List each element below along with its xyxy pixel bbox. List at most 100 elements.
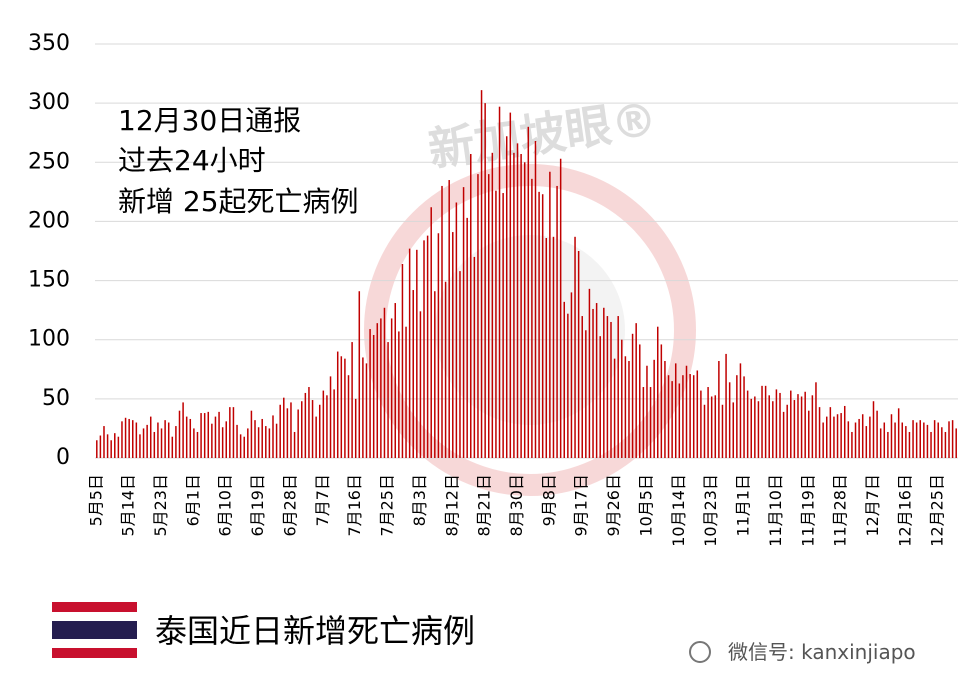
bar xyxy=(585,330,587,458)
bar xyxy=(879,428,882,458)
watermark: 新加坡眼® xyxy=(425,91,660,176)
bar xyxy=(772,401,774,458)
bar xyxy=(214,416,217,458)
bar xyxy=(495,190,497,458)
bar xyxy=(919,420,921,458)
thai-flag xyxy=(52,602,137,658)
bar xyxy=(559,158,562,459)
bar xyxy=(218,411,220,458)
bar xyxy=(552,236,555,458)
bar xyxy=(207,411,210,458)
bar xyxy=(890,414,893,458)
bar xyxy=(642,387,645,458)
bar xyxy=(380,318,382,458)
bar xyxy=(815,382,817,458)
bar xyxy=(617,316,619,458)
bar xyxy=(671,381,673,458)
bar xyxy=(793,400,796,458)
bar xyxy=(124,417,127,458)
bar xyxy=(804,391,806,458)
bar xyxy=(239,434,242,458)
bar xyxy=(674,363,677,458)
y-tick-label: 200 xyxy=(28,208,70,233)
bar xyxy=(851,431,853,458)
x-tick-label: 6月10日 xyxy=(216,474,235,537)
bar xyxy=(232,407,235,458)
bar xyxy=(682,375,684,458)
bar xyxy=(703,404,706,458)
bar xyxy=(538,191,540,458)
y-tick-label: 350 xyxy=(28,31,70,56)
bar xyxy=(290,402,292,458)
bar xyxy=(448,180,450,458)
y-tick-label: 50 xyxy=(42,386,70,411)
bar xyxy=(110,440,112,458)
bar xyxy=(955,428,957,458)
bar xyxy=(534,140,537,458)
watermark-disc xyxy=(435,235,625,425)
bar xyxy=(592,308,594,458)
bar xyxy=(117,436,120,458)
bar xyxy=(782,411,785,458)
bar xyxy=(516,143,519,459)
x-tick-label: 7月25日 xyxy=(378,474,397,537)
bar xyxy=(599,336,601,458)
bar xyxy=(254,420,256,458)
bar xyxy=(336,351,339,458)
bar xyxy=(951,420,954,458)
bar xyxy=(142,428,145,458)
bar xyxy=(487,174,490,458)
annotation: 过去24小时 xyxy=(118,144,266,177)
bar xyxy=(685,365,688,458)
bar xyxy=(477,174,479,458)
bar xyxy=(621,339,623,458)
bar xyxy=(308,387,310,458)
bar xyxy=(513,152,515,458)
bar xyxy=(139,434,141,458)
bar xyxy=(283,397,285,458)
bar xyxy=(678,383,681,458)
annotation: 12月30日通报 xyxy=(118,104,301,137)
bar xyxy=(523,162,526,459)
bar xyxy=(746,390,749,458)
bar xyxy=(434,291,436,458)
bar xyxy=(628,361,630,458)
bar xyxy=(865,426,868,458)
bar xyxy=(761,385,763,458)
bar xyxy=(653,359,655,458)
bar xyxy=(800,396,803,458)
bar xyxy=(894,422,896,458)
bar xyxy=(365,363,368,458)
bar xyxy=(394,303,397,458)
bar xyxy=(175,426,177,458)
x-tick-label: 12月7日 xyxy=(863,474,882,537)
bar xyxy=(577,251,580,458)
y-tick-label: 0 xyxy=(56,445,70,470)
wechat-icon xyxy=(689,641,711,663)
bar xyxy=(99,435,102,458)
bar xyxy=(185,416,188,458)
x-tick-label: 9月8日 xyxy=(539,474,558,526)
bar xyxy=(764,385,767,458)
bar xyxy=(247,428,249,458)
bar xyxy=(318,404,321,458)
bar xyxy=(236,424,238,458)
bar xyxy=(203,413,206,458)
bar xyxy=(372,334,375,458)
bar xyxy=(790,390,792,458)
bar xyxy=(656,326,659,458)
x-tick-label: 7月7日 xyxy=(313,474,332,526)
bar xyxy=(926,424,929,458)
x-tick-label: 11月1日 xyxy=(734,474,753,537)
bar xyxy=(401,264,404,458)
bar xyxy=(326,395,328,458)
bar xyxy=(541,194,544,459)
bar xyxy=(171,436,174,458)
x-tick-label: 8月30日 xyxy=(507,474,526,537)
bar xyxy=(351,342,353,458)
x-tick-label: 10月14日 xyxy=(669,474,688,547)
bar xyxy=(430,207,432,458)
bar xyxy=(905,426,907,458)
bar xyxy=(649,387,652,458)
bar xyxy=(473,256,476,458)
